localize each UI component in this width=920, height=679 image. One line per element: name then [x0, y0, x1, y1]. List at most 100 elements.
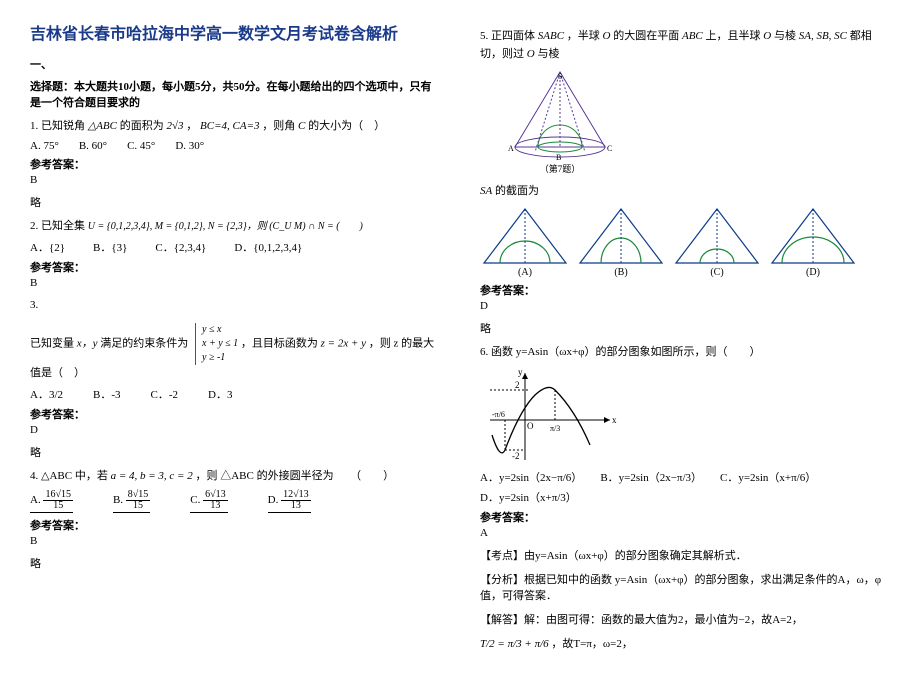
q1-options: A. 75° B. 60° C. 45° D. 30° [30, 140, 440, 152]
q6-opt-c: C．y=2sin（x+π/6） [720, 469, 816, 485]
q4-stem-a: 4. △ABC 中，若 [30, 470, 108, 482]
q5-fig-label: （第7题） [500, 162, 620, 175]
svg-text:B: B [556, 153, 561, 162]
q3-ans2: 略 [30, 444, 440, 460]
q4-opt-b-label: B. [113, 494, 123, 506]
q5-fig-d: (D) [768, 205, 858, 278]
q3-c3: y ≥ -1 [202, 351, 238, 365]
q4-opt-d: D. 12√1313 [268, 490, 311, 513]
q2-stem: 2. 已知全集 [30, 220, 85, 232]
q4-opt-a-den: 15 [43, 501, 73, 511]
q5-stem-b: ，半球 [567, 30, 600, 42]
q3-opt-c: C．-2 [151, 386, 179, 402]
question-1: 1. 已知锐角 △ABC 的面积为 2√3 ， BC=4, CA=3 ，则角 C… [30, 118, 440, 136]
q1-opt-b: B. 60° [79, 140, 107, 152]
q5-fig-a: (A) [480, 205, 570, 278]
q5-stem-c: 的大圆在平面 [613, 30, 679, 42]
q6-opt-b: B．y=2sin（2x−π/3） [600, 469, 702, 485]
svg-text:y: y [518, 367, 523, 377]
q5-stem-a: 5. 正四面体 [480, 30, 535, 42]
q5-figure-3d: S A C B （第7题） [500, 67, 890, 175]
svg-text:S: S [558, 72, 562, 81]
q5-fig-b: (B) [576, 205, 666, 278]
q5-fig-c: (C) [672, 205, 762, 278]
q4-stem-b: ，则 △ABC 的外接圆半径为 （ ） [195, 470, 394, 482]
question-5: 5. 正四面体 SABC ，半球 O 的大圆在平面 ABC 上，且半球 O 与棱… [480, 28, 890, 63]
q1-stem-e: 的大小为（ ） [308, 120, 385, 132]
q5-stem-g: 与棱 [537, 48, 559, 60]
q6-ans: A [480, 527, 890, 539]
q5-ans2: 略 [480, 320, 890, 336]
q6-graph: x y 2 -2 O π/3 -π/6 [480, 365, 890, 465]
q5-option-figures: (A) (B) (C) [480, 205, 890, 278]
q4-opt-c-den: 13 [203, 501, 228, 511]
q1-stem-a: 1. 已知锐角 [30, 120, 85, 132]
q3-opt-d: D．3 [208, 386, 232, 402]
q6-exp4b: ，故T=π，ω=2， [551, 638, 632, 650]
q4-opt-c-label: C. [190, 494, 200, 506]
q1-ans2: 略 [30, 194, 440, 210]
q1-stem-c: ， [186, 120, 197, 132]
q2-opt-b: B．{3} [93, 239, 127, 255]
question-2: 2. 已知全集 U = {0,1,2,3,4}, M = {0,1,2}, N … [30, 218, 440, 236]
q4-cond: a = 4, b = 3, c = 2 [111, 470, 193, 482]
q5-opt-label-a: (A) [480, 267, 570, 278]
question-6: 6. 函数 y=Asin（ωx+φ）的部分图象如图所示，则（ ） [480, 344, 890, 362]
q1-angc: C [298, 120, 305, 132]
q2-options: A．{2} B．{3} C．{2,3,4} D．{0,1,2,3,4} [30, 239, 440, 255]
q5-edges: SA, SB, SC [799, 30, 847, 42]
q3-ans: D [30, 424, 440, 436]
q3-opt-a: A．3/2 [30, 386, 63, 402]
q5-opt-label-b: (B) [576, 267, 666, 278]
q4-opt-c: C. 6√1313 [190, 490, 227, 513]
q1-ans: B [30, 174, 440, 186]
q3-stem-b: 满足的约束条件为 [100, 337, 188, 349]
q5-stem-e: 与棱 [774, 30, 796, 42]
q4-opt-a-label: A. [30, 494, 41, 506]
svg-text:2: 2 [515, 380, 520, 390]
q6-options: A．y=2sin（2x−π/6） B．y=2sin（2x−π/3） C．y=2s… [480, 469, 890, 485]
q2-opt-d: D．{0,1,2,3,4} [234, 239, 302, 255]
svg-text:A: A [508, 144, 514, 153]
svg-text:C: C [607, 144, 612, 153]
q6-exp3: 【解答】解：由图可得：函数的最大值为2，最小值为−2，故A=2， [480, 611, 890, 627]
svg-text:x: x [612, 415, 617, 425]
q1-opt-d: D. 30° [175, 140, 204, 152]
q1-bc: BC=4, CA=3 [200, 120, 259, 132]
q3-stem-c: ，且目标函数为 [241, 337, 318, 349]
q2-opt-c: C．{2,3,4} [155, 239, 206, 255]
section-1-desc: 选择题：本大题共10小题，每小题5分，共50分。在每小题给出的四个选项中，只有是… [30, 78, 440, 110]
q1-opt-c: C. 45° [127, 140, 155, 152]
q5-o: O [603, 30, 611, 42]
svg-text:O: O [527, 421, 534, 431]
q1-stem-b: 的面积为 [120, 120, 164, 132]
q5-o2: O [763, 30, 771, 42]
q6-exp2: 【分析】根据已知中的函数 y=Asin（ωx+φ）的部分图象，求出满足条件的A，… [480, 571, 890, 603]
q5-ans-label: 参考答案： [480, 282, 890, 298]
q1-stem-d: ，则角 [262, 120, 295, 132]
q4-ans: B [30, 535, 440, 547]
exam-title: 吉林省长春市哈拉海中学高一数学文月考试卷含解析 [30, 20, 440, 44]
svg-text:-π/6: -π/6 [492, 410, 505, 419]
svg-text:π/3: π/3 [550, 424, 560, 433]
q4-ans2: 略 [30, 555, 440, 571]
q3-stem-a: 已知变量 [30, 337, 74, 349]
q3-c1: y ≤ x [202, 323, 238, 337]
q6-exp1: 【考点】由y=Asin（ωx+φ）的部分图象确定其解析式． [480, 547, 890, 563]
q5-stem-tail: SA 的截面为 [480, 183, 890, 201]
q5-opt-label-d: (D) [768, 267, 858, 278]
q3-z: z = 2x + y [321, 337, 366, 349]
q2-expr: U = {0,1,2,3,4}, M = {0,1,2}, N = {2,3}，… [88, 221, 363, 232]
q4-opt-d-den: 13 [281, 501, 311, 511]
q3-opt-b: B．-3 [93, 386, 121, 402]
q4-opt-b-den: 15 [126, 501, 151, 511]
q4-options: A. 16√1515 B. 8√1515 C. 6√1313 D. 12√131… [30, 490, 440, 513]
question-3: 已知变量 x，y 满足的约束条件为 y ≤ x x + y ≤ 1 y ≥ -1… [30, 323, 440, 383]
q5-sa: SA [480, 185, 492, 197]
q3-xy: x，y [77, 337, 98, 349]
q4-ans-label: 参考答案： [30, 517, 440, 533]
q1-tri: △ABC [88, 120, 117, 132]
q1-area: 2√3 [167, 120, 184, 132]
q3-options: A．3/2 B．-3 C．-2 D．3 [30, 386, 440, 402]
q6-ans-label: 参考答案： [480, 509, 890, 525]
